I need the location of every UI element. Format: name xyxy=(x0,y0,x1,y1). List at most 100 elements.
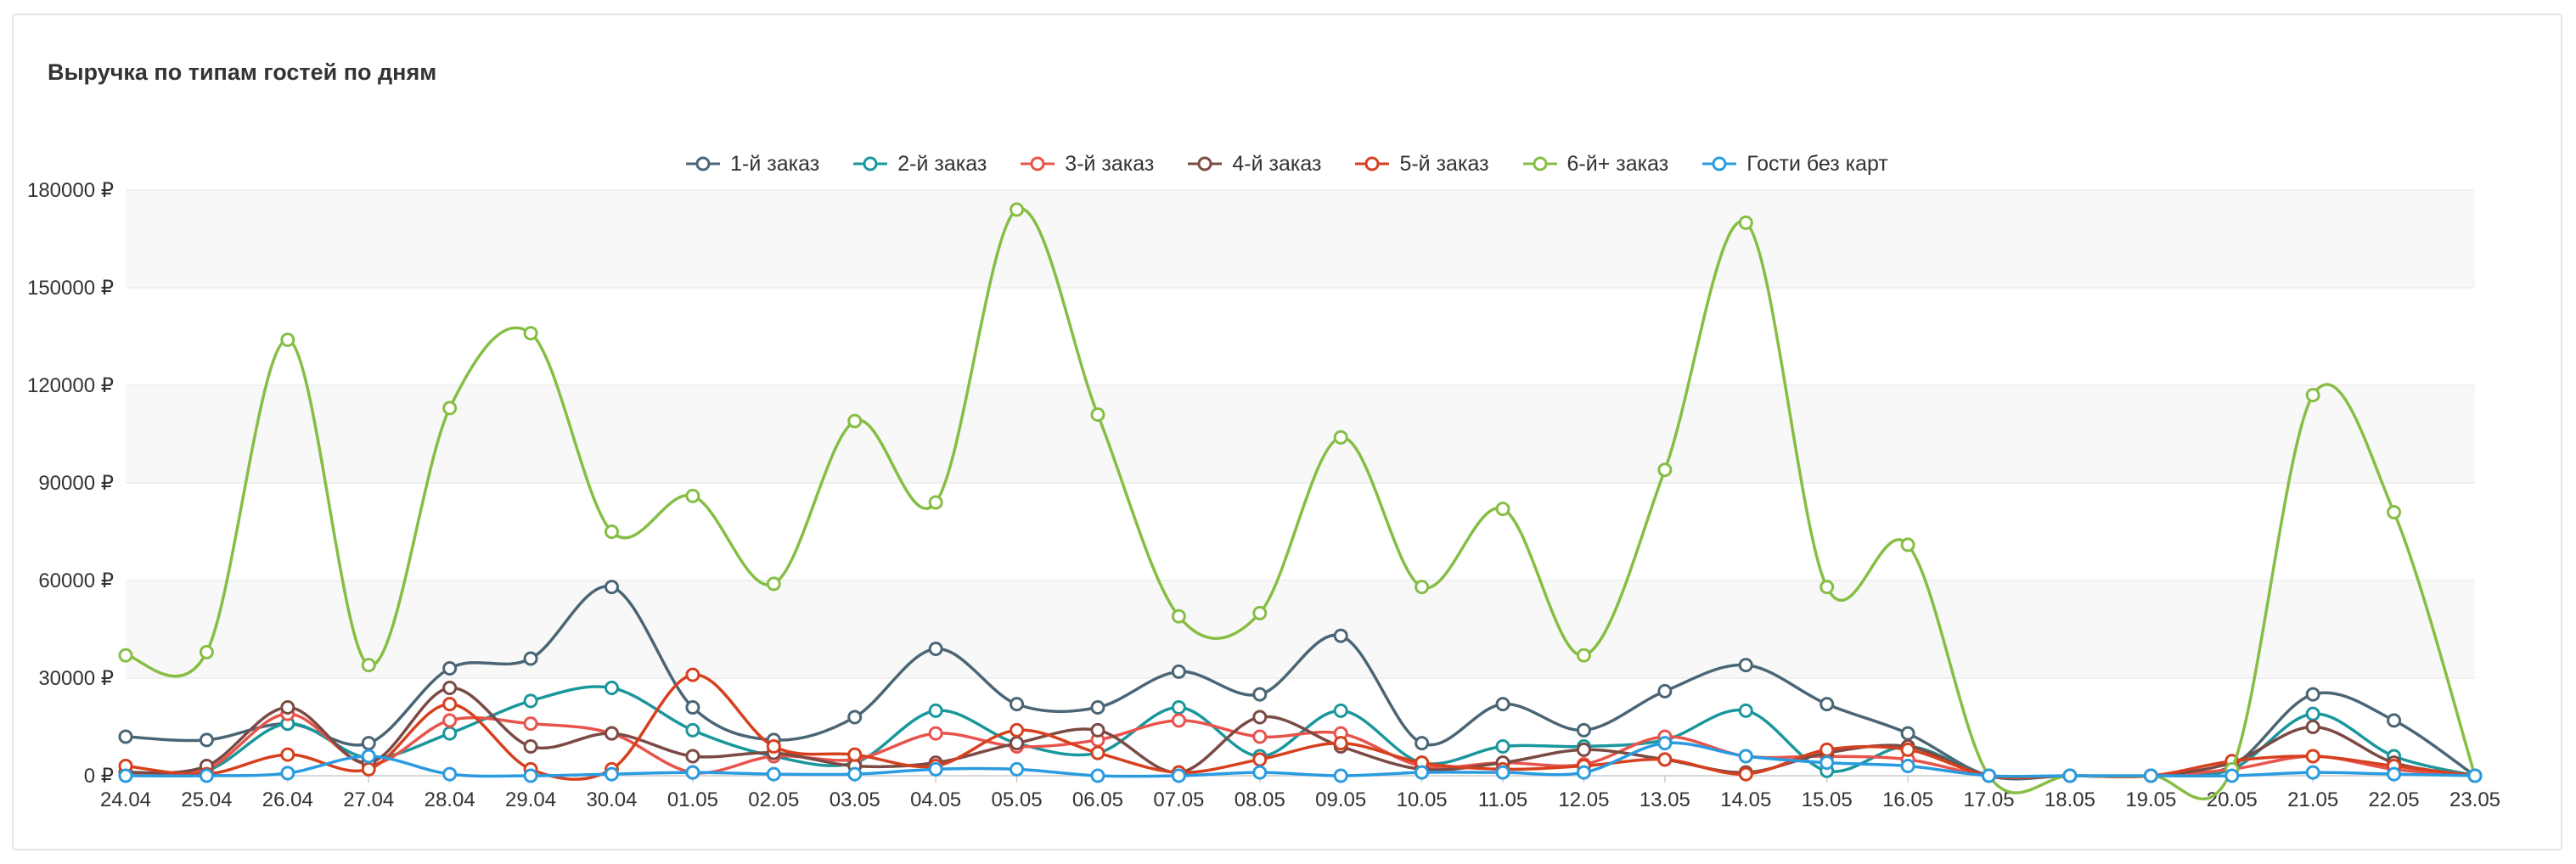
data-point xyxy=(118,729,133,744)
data-point xyxy=(361,749,376,764)
data-point xyxy=(604,525,619,539)
data-point xyxy=(2305,388,2320,402)
data-point xyxy=(847,766,863,782)
data-point xyxy=(928,495,943,510)
data-point xyxy=(1657,683,1673,698)
x-tick-label: 11.05 xyxy=(1478,788,1527,811)
data-point xyxy=(685,667,700,682)
data-point xyxy=(1820,755,1835,771)
legend-item[interactable]: 2-й заказ xyxy=(853,152,987,177)
legend-item[interactable]: 3-й заказ xyxy=(1021,152,1154,177)
y-tick-label: 30000 ₽ xyxy=(38,667,114,690)
data-point xyxy=(1090,745,1105,760)
x-tick-label: 04.05 xyxy=(910,788,961,811)
grid-band xyxy=(126,385,2475,483)
legend-label: 5-й заказ xyxy=(1399,151,1489,176)
legend-item[interactable]: 4-й заказ xyxy=(1188,152,1321,177)
data-point xyxy=(766,576,781,592)
x-tick-label: 20.05 xyxy=(2207,788,2258,811)
data-point xyxy=(1900,726,1915,741)
data-point xyxy=(847,747,863,762)
legend-swatch-icon xyxy=(1355,156,1390,171)
x-tick-label: 06.05 xyxy=(1072,788,1123,811)
x-tick-label: 18.05 xyxy=(2044,788,2095,811)
data-point xyxy=(1171,713,1186,728)
legend-swatch-icon xyxy=(1188,156,1223,171)
data-point xyxy=(685,488,700,503)
data-point xyxy=(1171,768,1186,783)
data-point xyxy=(442,681,458,695)
data-point xyxy=(685,765,700,780)
data-point xyxy=(1900,537,1915,553)
data-point xyxy=(523,651,538,666)
x-tick-label: 09.05 xyxy=(1315,788,1366,811)
legend-item[interactable]: 6-й+ заказ xyxy=(1522,152,1668,177)
data-point xyxy=(1495,697,1510,712)
chart-title: Выручка по типам гостей по дням xyxy=(48,59,437,85)
data-point xyxy=(604,766,619,782)
data-point xyxy=(1576,648,1591,663)
data-point xyxy=(1171,609,1186,624)
data-point xyxy=(1252,605,1268,620)
legend-label: 2-й заказ xyxy=(897,151,987,176)
legend-swatch-icon xyxy=(686,156,721,171)
x-tick-label: 15.05 xyxy=(1802,788,1853,811)
data-point xyxy=(199,768,214,783)
x-tick-label: 23.05 xyxy=(2449,788,2500,811)
data-point xyxy=(1900,759,1915,773)
data-point xyxy=(2387,713,2402,728)
data-point xyxy=(1738,703,1753,718)
x-tick-label: 22.05 xyxy=(2369,788,2420,811)
data-point xyxy=(766,739,781,754)
data-point xyxy=(1657,463,1673,478)
legend-item[interactable]: 1-й заказ xyxy=(686,152,819,177)
data-point xyxy=(847,413,863,429)
data-point xyxy=(1495,502,1510,517)
data-point xyxy=(1820,697,1835,712)
data-point xyxy=(1252,710,1268,725)
chart-legend: 1-й заказ 2-й заказ 3-й заказ 4-й заказ 5-й … xyxy=(14,149,2561,178)
legend-swatch-icon xyxy=(853,156,888,171)
data-point xyxy=(1252,687,1268,702)
x-tick-label: 28.04 xyxy=(425,788,475,811)
legend-item[interactable]: Гости без карт xyxy=(1702,152,1888,177)
x-tick-label: 13.05 xyxy=(1640,788,1690,811)
data-point xyxy=(1090,407,1105,422)
data-point xyxy=(1171,700,1186,715)
data-point xyxy=(280,747,295,762)
data-point xyxy=(1820,742,1835,757)
data-point xyxy=(1333,628,1348,643)
y-tick-label: 180000 ₽ xyxy=(27,179,114,202)
data-point xyxy=(1252,765,1268,780)
data-point xyxy=(1090,768,1105,783)
data-point xyxy=(685,722,700,738)
data-point xyxy=(199,644,214,659)
data-point xyxy=(1333,429,1348,445)
x-tick-label: 21.05 xyxy=(2287,788,2338,811)
data-point xyxy=(1820,580,1835,595)
legend-item[interactable]: 5-й заказ xyxy=(1355,151,1489,177)
legend-label: 3-й заказ xyxy=(1065,151,1155,176)
data-point xyxy=(604,726,619,741)
data-point xyxy=(2387,505,2402,519)
legend-swatch-icon xyxy=(1021,156,1055,171)
data-point xyxy=(442,726,458,741)
data-point xyxy=(604,681,619,695)
data-point xyxy=(1415,736,1430,751)
data-point xyxy=(1738,215,1753,230)
y-tick-label: 60000 ₽ xyxy=(38,569,114,592)
legend-label: Гости без карт xyxy=(1746,151,1888,176)
data-point xyxy=(361,761,376,777)
data-point xyxy=(361,736,376,751)
data-point xyxy=(1738,658,1753,673)
data-point xyxy=(1495,765,1510,780)
data-point xyxy=(1090,700,1105,715)
x-tick-label: 08.05 xyxy=(1235,788,1285,811)
data-point xyxy=(280,332,295,347)
x-tick-label: 24.04 xyxy=(100,788,151,811)
series-6 xyxy=(118,202,2483,801)
data-point xyxy=(2387,766,2402,782)
x-tick-label: 01.05 xyxy=(667,788,718,811)
data-point xyxy=(928,761,943,777)
data-point xyxy=(523,693,538,709)
